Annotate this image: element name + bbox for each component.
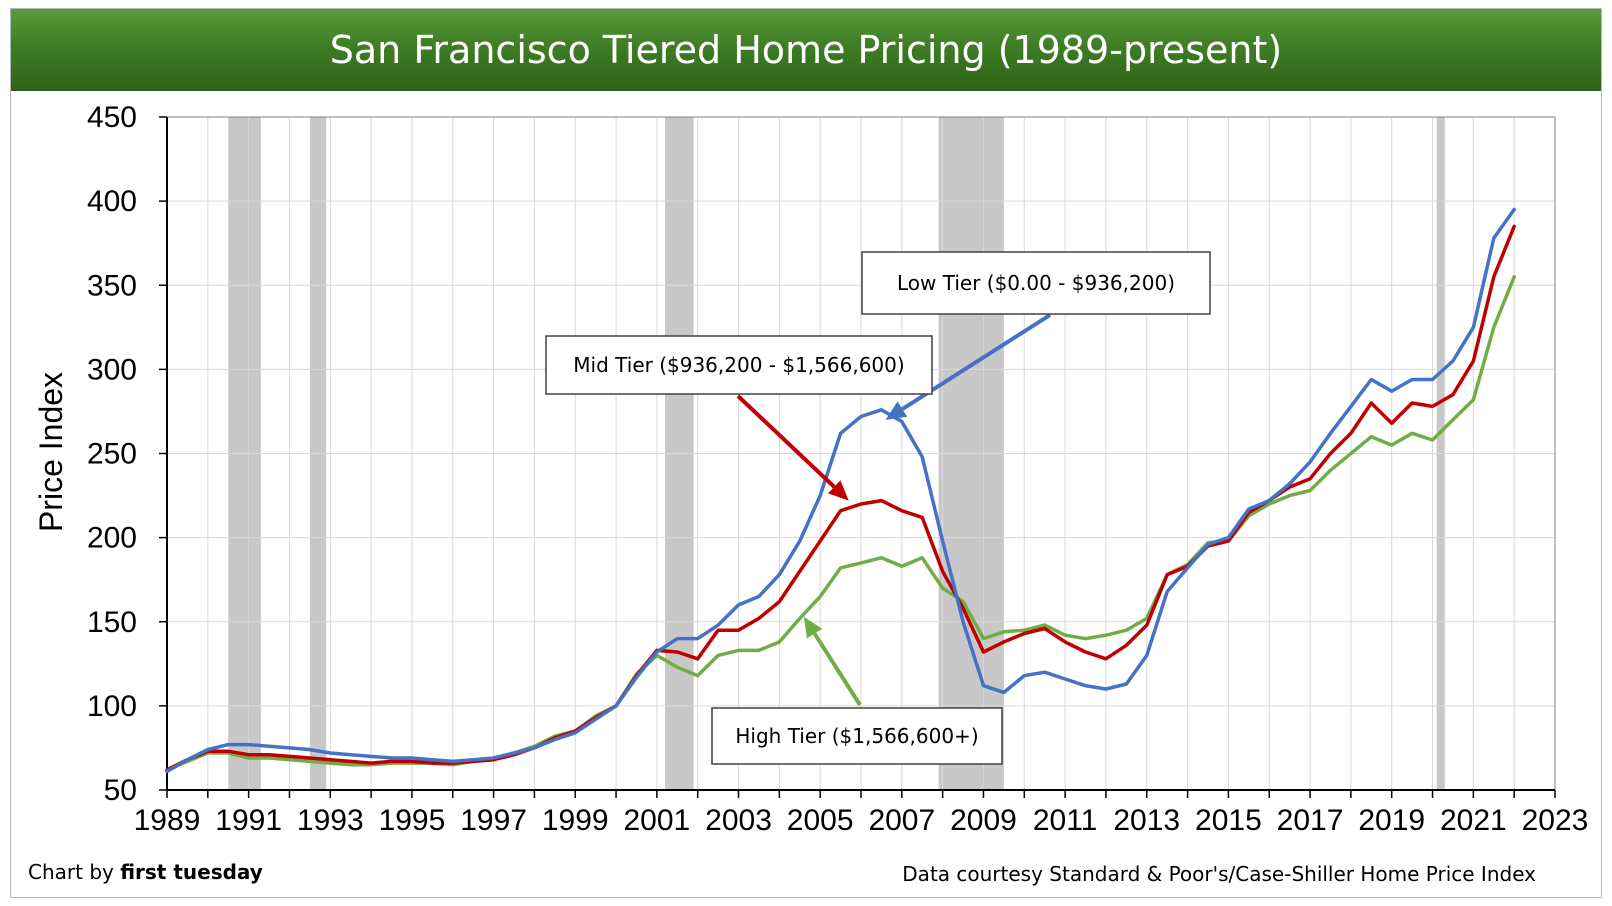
x-tick-label: 1997 xyxy=(460,804,527,837)
y-tick-label: 450 xyxy=(87,101,137,134)
x-tick-label: 2011 xyxy=(1033,804,1098,837)
callout-high-tier: High Tier ($1,566,600+) xyxy=(711,616,1003,765)
y-tick-label: 400 xyxy=(87,185,137,218)
x-tick-label: 1993 xyxy=(297,804,364,837)
credit-prefix: Chart by xyxy=(28,860,121,884)
x-tick-label: 1999 xyxy=(542,804,609,837)
callout-box xyxy=(711,707,1003,765)
x-tick-label: 2015 xyxy=(1195,804,1262,837)
callout-mid-tier: Mid Tier ($936,200 - $1,566,600) xyxy=(545,335,933,501)
data-source: Data courtesy Standard & Poor's/Case-Shi… xyxy=(902,862,1536,886)
y-axis-label: Price Index xyxy=(33,372,69,532)
callout-arrow-shaft xyxy=(736,394,836,489)
y-tick-label: 250 xyxy=(87,438,137,471)
x-tick-label: 1995 xyxy=(379,804,446,837)
x-tick-label: 2023 xyxy=(1522,804,1589,837)
x-tick-label: 2007 xyxy=(868,804,935,837)
x-tick-label: 2013 xyxy=(1113,804,1180,837)
callout-arrow-head xyxy=(803,616,823,639)
x-tick-label: 2021 xyxy=(1440,804,1507,837)
callout-low-tier: Low Tier ($0.00 - $936,200) xyxy=(861,251,1211,420)
series-line-mid-tier xyxy=(165,224,1516,772)
x-tick-label: 2009 xyxy=(950,804,1017,837)
y-tick-label: 350 xyxy=(87,269,137,302)
callout-arrow-head xyxy=(885,401,908,420)
x-tick-label: 2005 xyxy=(787,804,854,837)
chart-title: San Francisco Tiered Home Pricing (1989-… xyxy=(11,9,1601,91)
x-tick-label: 2017 xyxy=(1277,804,1344,837)
y-tick-label: 150 xyxy=(87,606,137,639)
y-tick-label: 100 xyxy=(87,690,137,723)
callout-label: Mid Tier ($936,200 - $1,566,600) xyxy=(573,353,904,377)
series-line-low-tier xyxy=(165,207,1516,774)
x-tick-label: 2019 xyxy=(1358,804,1425,837)
x-tick-label: 2001 xyxy=(624,804,691,837)
x-tick-label: 2003 xyxy=(705,804,772,837)
x-tick-label: 1989 xyxy=(134,804,201,837)
y-tick-label: 300 xyxy=(87,353,137,386)
x-tick-label: 1991 xyxy=(215,804,282,837)
callout-box xyxy=(545,335,933,395)
credit-brand: first tuesday xyxy=(120,860,263,884)
callout-label: High Tier ($1,566,600+) xyxy=(735,724,978,748)
callout-arrow-head xyxy=(828,480,849,501)
y-tick-label: 50 xyxy=(104,774,137,807)
callout-label: Low Tier ($0.00 - $936,200) xyxy=(897,271,1175,295)
y-tick-label: 200 xyxy=(87,522,137,555)
callout-arrow-shaft xyxy=(812,632,862,707)
chart-credit: Chart by first tuesday xyxy=(28,860,263,884)
callout-box xyxy=(861,251,1211,315)
